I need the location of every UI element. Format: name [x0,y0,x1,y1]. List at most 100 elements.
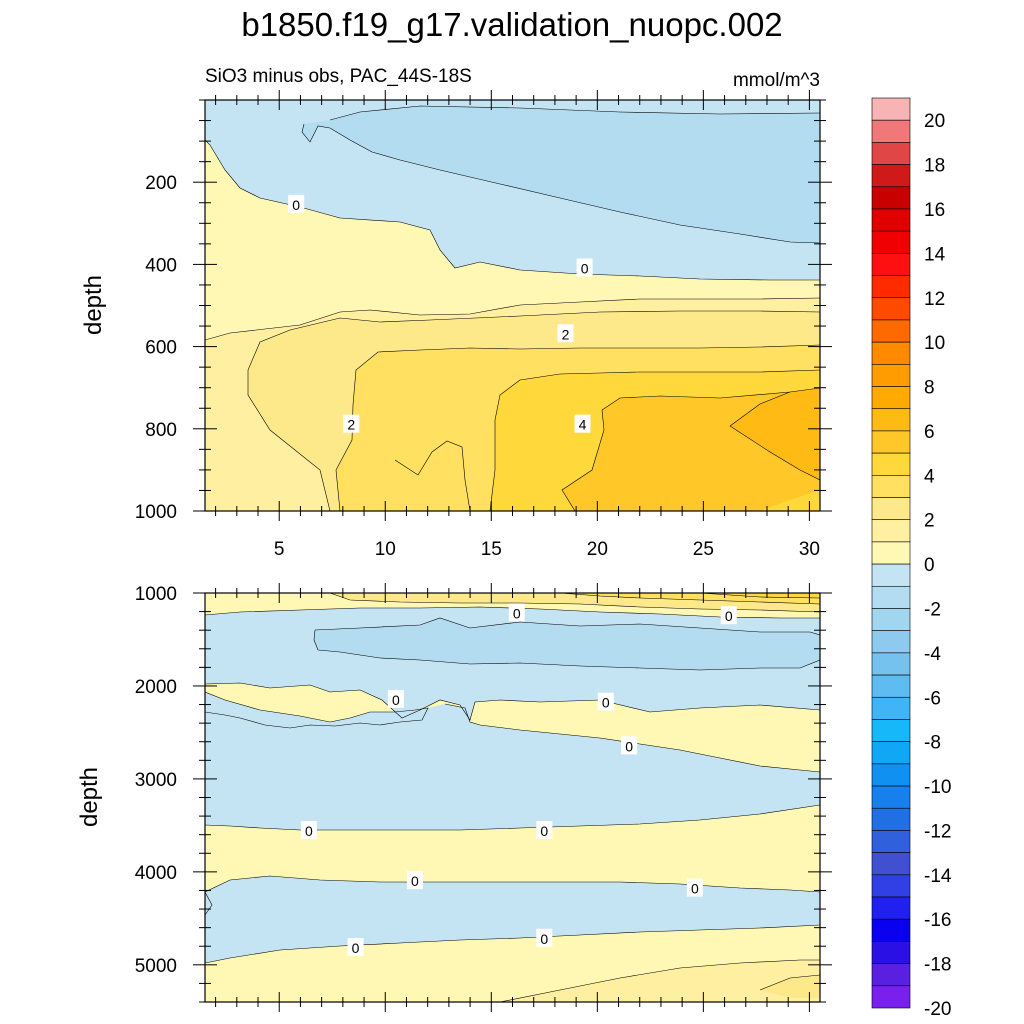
upper-contour-line [329,105,820,121]
contour-label-box [536,820,553,839]
contour-label-box [597,692,614,711]
lower-fill-bottom-pos-2 [760,975,820,998]
contour-label-box [343,414,360,433]
lower-fill-band-3 [205,704,820,830]
contour-label: 4 [579,417,587,433]
lower-contour-line [317,649,820,671]
contour-label-box [406,871,423,890]
colorbar-swatch [871,541,911,565]
y-tick-label: 200 [145,173,177,194]
colorbar-label: 10 [924,333,945,354]
colorbar-swatch [871,519,911,543]
colorbar-swatch [871,985,911,1009]
lower-panel: 0 0 0 0 0 0 0 0 0 0 0 1000 2000 3000 4000 5000 [135,583,832,1012]
colorbar-swatch [871,918,911,942]
contour-label-box [347,938,364,957]
colorbar-swatch [871,608,911,631]
colorbar-swatch [871,852,911,876]
colorbar-swatch [871,386,911,410]
contour-label: 0 [602,695,610,711]
colorbar-swatch [871,319,911,343]
upper-contour-fills [205,100,820,511]
upper-contour-line [394,440,471,511]
contour-label: 0 [292,197,300,213]
colorbar-swatch [871,475,911,498]
colorbar-swatch [871,896,911,920]
colorbar-swatch [871,652,911,676]
lower-contour-line [205,691,429,729]
x-tick-label: 15 [481,539,502,560]
x-tick-label: 10 [375,539,396,560]
x-tick-label: 25 [693,539,714,560]
colorbar-label: -8 [924,733,941,754]
colorbar-swatch [871,364,911,387]
upper-contour-line [489,369,820,511]
contour-label: 0 [625,738,633,754]
colorbar-label: -6 [924,688,941,709]
contour-label-box [508,603,525,622]
colorbar-label: -4 [924,644,941,665]
x-tick-label: 30 [799,539,820,560]
contour-label: 0 [691,881,699,897]
lower-contour-line [499,959,820,1002]
contour-label: 0 [392,692,400,708]
colorbar-label: -12 [924,821,951,842]
contour-label: 0 [513,605,521,621]
colorbar-label: 2 [924,511,935,532]
lower-fill-top-pos-3 [700,593,820,598]
contour-label-box [557,324,574,343]
colorbar-label: -18 [924,955,951,976]
lower-contour-line [205,875,820,893]
y-tick-label: 800 [145,420,177,441]
lower-contour-labels: 0 0 0 0 0 0 0 0 0 0 0 [300,603,737,957]
colorbar-swatch [871,497,911,521]
contour-label: 0 [352,940,360,956]
colorbar-swatch [871,741,911,765]
y-tick-label: 400 [145,255,177,276]
upper-contour-labels: 0 0 2 2 4 [288,194,593,433]
colorbar-label: -2 [924,599,941,620]
colorbar-swatch [871,830,911,853]
chart-subtitle: SiO3 minus obs, PAC_44S-18S [205,66,472,87]
colorbar-label: 12 [924,289,945,310]
lower-contour-line [759,974,820,991]
upper-contour-line [335,344,820,511]
colorbar-label: 6 [924,422,935,443]
contour-label-box [686,878,703,897]
colorbar-label: -20 [924,999,951,1020]
upper-contour-line [205,297,820,341]
colorbar-swatch [871,630,911,654]
colorbar-swatch [871,963,911,987]
upper-fill-negative-dark [302,106,820,243]
colorbar-swatch [871,585,911,609]
y-tick-label: 600 [145,338,177,359]
x-tick-label: 20 [587,539,608,560]
colorbar-swatch [871,208,911,232]
colorbar-swatch [871,763,911,787]
contour-label-box [300,820,317,839]
upper-panel: 0 0 2 2 4 5 10 15 20 25 30 200 400 600 800 1000 [135,90,832,560]
colorbar-label: 4 [924,466,935,487]
upper-contour-line [301,123,820,244]
lower-y-axis-title: depth [76,767,103,827]
contour-label: 0 [540,823,548,839]
lower-fill-band-1-dark [314,618,820,670]
lower-contour-line [559,593,820,605]
upper-contour-lines [205,105,820,511]
colorbar-swatch [871,941,911,964]
contour-label: 2 [347,417,355,433]
colorbar-swatch [871,563,911,587]
colorbar-label: 0 [924,555,935,576]
chart-title: b1850.f19_g17.validation_nuopc.002 [241,6,782,43]
contour-label: 0 [411,873,419,889]
upper-contour-line [205,139,820,281]
upper-contour-line [561,387,820,511]
colorbar-swatch [871,341,911,365]
colorbar-swatch [871,874,911,898]
colorbar-swatch [871,807,911,831]
contour-label-box [387,689,404,708]
colorbar: 20181614121086420-2-4-6-8-10-12-14-16-18… [871,97,952,1020]
contour-label: 0 [725,608,733,624]
